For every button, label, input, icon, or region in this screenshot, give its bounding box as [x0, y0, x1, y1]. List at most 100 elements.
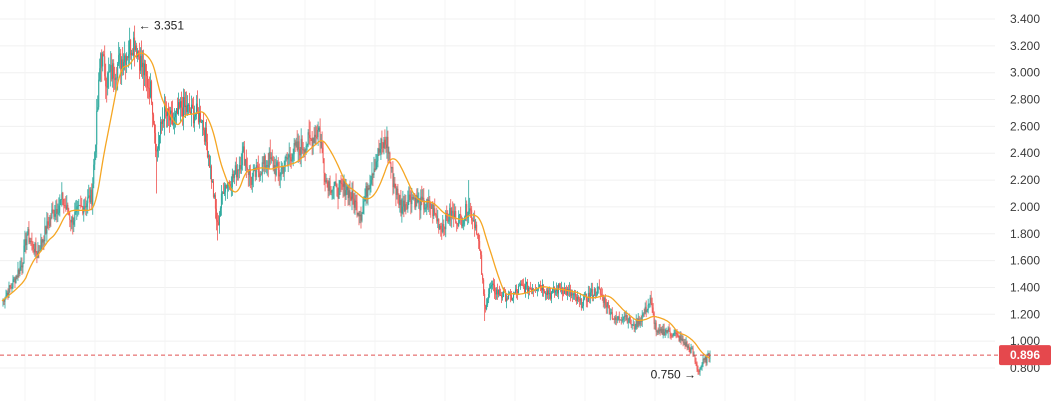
candle-body — [600, 293, 602, 295]
candle — [351, 182, 353, 211]
y-tick-label: 2.600 — [1010, 119, 1040, 133]
candle-body — [689, 348, 691, 353]
candle-body — [232, 174, 234, 179]
candle — [334, 181, 336, 187]
candle-body — [529, 287, 531, 289]
candle — [431, 203, 433, 209]
candle — [678, 335, 680, 342]
candle — [86, 200, 88, 217]
candle-body — [174, 117, 176, 124]
candle-body — [395, 188, 397, 195]
candle-body — [579, 298, 581, 301]
candle-body — [390, 162, 392, 169]
candle — [161, 119, 163, 134]
candle — [182, 88, 184, 131]
candle — [347, 185, 349, 206]
candle-body — [305, 146, 307, 153]
candle-body — [42, 239, 44, 243]
candle — [614, 315, 616, 325]
candle-body — [203, 130, 205, 142]
candle-body — [246, 167, 248, 170]
candle — [684, 338, 686, 350]
candle-body — [688, 345, 690, 349]
candle-body — [161, 121, 163, 124]
candle-body — [409, 194, 411, 201]
candle-body — [177, 108, 179, 115]
candle-body — [684, 342, 686, 347]
candle — [35, 237, 37, 258]
candle — [6, 290, 8, 298]
candle — [158, 131, 160, 158]
candle-body — [173, 123, 175, 125]
y-tick-label: 1.200 — [1010, 307, 1040, 321]
candle — [451, 207, 453, 228]
candle-body — [186, 104, 188, 112]
candle-body — [693, 355, 695, 357]
candle-body — [656, 330, 658, 332]
candle — [237, 169, 239, 181]
candle — [622, 316, 624, 325]
candle — [41, 236, 43, 250]
candle — [657, 327, 659, 335]
candle-body — [132, 52, 134, 56]
candle — [367, 183, 369, 206]
candle — [551, 289, 553, 294]
candle — [151, 79, 153, 106]
candle — [164, 93, 166, 136]
candle-body — [614, 317, 616, 320]
candle-body — [163, 120, 165, 122]
candle — [702, 354, 704, 368]
candle — [139, 42, 141, 80]
candle — [409, 186, 411, 203]
candle-body — [436, 215, 438, 222]
candle — [143, 49, 145, 91]
candle-body — [189, 111, 191, 114]
candle — [159, 135, 161, 151]
candle — [327, 180, 329, 199]
candle — [593, 287, 595, 297]
candle-body — [291, 159, 293, 162]
candle — [47, 213, 49, 229]
candle-body — [146, 71, 148, 77]
candle — [129, 27, 131, 65]
candle — [660, 327, 662, 334]
candle-body — [300, 138, 302, 156]
candle — [362, 197, 364, 214]
candle — [20, 257, 22, 271]
candle-body — [358, 212, 360, 217]
candle-body — [451, 210, 453, 218]
candle — [252, 164, 254, 188]
candle — [395, 183, 397, 207]
candle — [383, 137, 385, 155]
candle — [577, 295, 579, 303]
candle-body — [333, 185, 335, 189]
candle — [682, 335, 684, 347]
candle — [668, 323, 670, 332]
candle — [424, 200, 426, 213]
candle-body — [492, 283, 494, 286]
candle-body — [482, 274, 484, 280]
candle-body — [110, 65, 112, 72]
candle-body — [410, 200, 412, 205]
candle — [554, 288, 556, 296]
candle-body — [487, 299, 489, 305]
candle — [518, 283, 520, 296]
candle — [133, 31, 135, 58]
candle — [282, 165, 284, 177]
candle-body — [192, 108, 194, 124]
candle — [156, 143, 158, 194]
candle-body — [127, 56, 129, 58]
candle-body — [523, 285, 525, 287]
candle — [376, 154, 378, 170]
candle-body — [705, 357, 707, 364]
candle — [605, 298, 607, 314]
candle-body — [430, 208, 432, 209]
candle-body — [260, 173, 262, 175]
candle-body — [234, 165, 236, 175]
candle — [435, 212, 437, 218]
candle-body — [196, 103, 198, 112]
candle-body — [50, 217, 52, 219]
candle-body — [162, 120, 164, 124]
